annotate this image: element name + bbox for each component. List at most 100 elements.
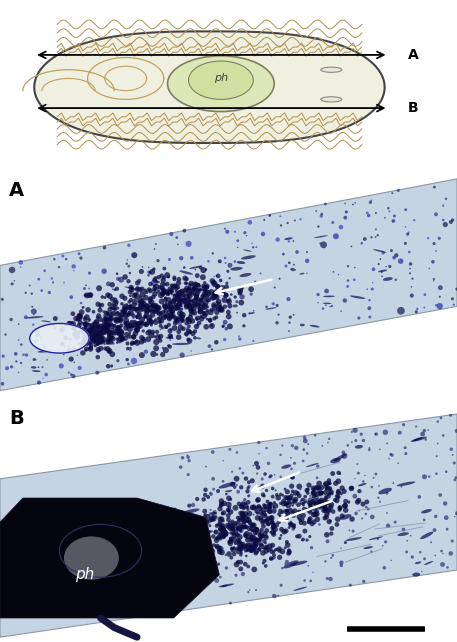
Point [230, 524, 237, 534]
Point [97, 343, 105, 354]
Point [253, 242, 260, 252]
Point [117, 315, 124, 325]
Point [99, 326, 106, 336]
Point [277, 498, 284, 508]
Ellipse shape [323, 302, 331, 304]
Point [284, 487, 291, 497]
Point [183, 330, 191, 340]
Point [88, 329, 95, 339]
Point [72, 328, 80, 338]
Point [151, 289, 159, 299]
Point [128, 284, 136, 295]
Point [121, 308, 128, 318]
Point [202, 490, 209, 500]
Point [91, 341, 99, 351]
Point [84, 340, 91, 350]
Point [170, 281, 178, 291]
Point [91, 333, 99, 343]
Point [284, 218, 291, 228]
Point [189, 288, 197, 299]
Point [96, 314, 104, 324]
Point [321, 479, 328, 489]
Point [231, 482, 239, 492]
Point [225, 522, 233, 532]
Point [244, 587, 252, 597]
Point [437, 282, 444, 293]
Point [254, 469, 261, 479]
Point [142, 311, 149, 322]
Point [253, 523, 260, 534]
Point [229, 525, 237, 535]
Point [175, 299, 182, 309]
Point [191, 514, 198, 524]
Point [128, 317, 135, 327]
Point [106, 334, 114, 344]
Point [249, 520, 256, 530]
Point [416, 547, 424, 557]
Point [81, 314, 89, 324]
Point [159, 275, 167, 286]
Point [118, 327, 125, 337]
Point [186, 302, 193, 312]
Point [147, 293, 154, 304]
Point [218, 521, 225, 532]
Point [83, 312, 90, 322]
Point [82, 320, 89, 330]
Point [306, 500, 314, 510]
Point [322, 487, 329, 498]
Point [50, 321, 58, 331]
Point [83, 325, 90, 336]
Point [249, 238, 256, 248]
Point [313, 483, 320, 493]
Point [326, 501, 333, 512]
Point [218, 496, 225, 506]
Point [41, 266, 48, 276]
Point [145, 270, 152, 281]
Point [176, 295, 183, 305]
Point [114, 323, 121, 333]
Point [216, 503, 223, 514]
Point [376, 444, 383, 455]
Point [322, 199, 329, 209]
Point [341, 501, 349, 511]
Point [183, 283, 191, 293]
Point [165, 320, 172, 330]
Point [266, 472, 273, 482]
Point [112, 315, 120, 325]
Point [133, 322, 141, 332]
Point [253, 507, 260, 517]
Point [144, 319, 151, 329]
Point [167, 309, 175, 320]
Point [181, 295, 188, 306]
Point [132, 304, 139, 314]
Point [222, 290, 229, 300]
Point [201, 293, 208, 303]
Point [224, 266, 232, 277]
Point [123, 259, 130, 269]
Ellipse shape [285, 508, 291, 512]
Point [164, 286, 171, 297]
Point [114, 338, 121, 348]
Point [119, 334, 126, 345]
Point [105, 309, 112, 320]
Point [127, 344, 134, 354]
Point [131, 250, 138, 260]
Point [0, 379, 6, 389]
Point [173, 315, 181, 325]
Point [394, 186, 402, 196]
Point [90, 328, 98, 338]
Point [296, 482, 303, 492]
Point [155, 272, 163, 282]
Point [383, 261, 390, 272]
Point [285, 548, 292, 559]
Point [375, 481, 383, 491]
Point [189, 286, 196, 297]
Point [109, 334, 117, 344]
Point [151, 278, 158, 288]
Point [276, 273, 283, 284]
Point [172, 304, 180, 314]
Point [250, 306, 257, 316]
Point [209, 276, 216, 286]
Point [335, 486, 342, 496]
Point [262, 538, 269, 548]
